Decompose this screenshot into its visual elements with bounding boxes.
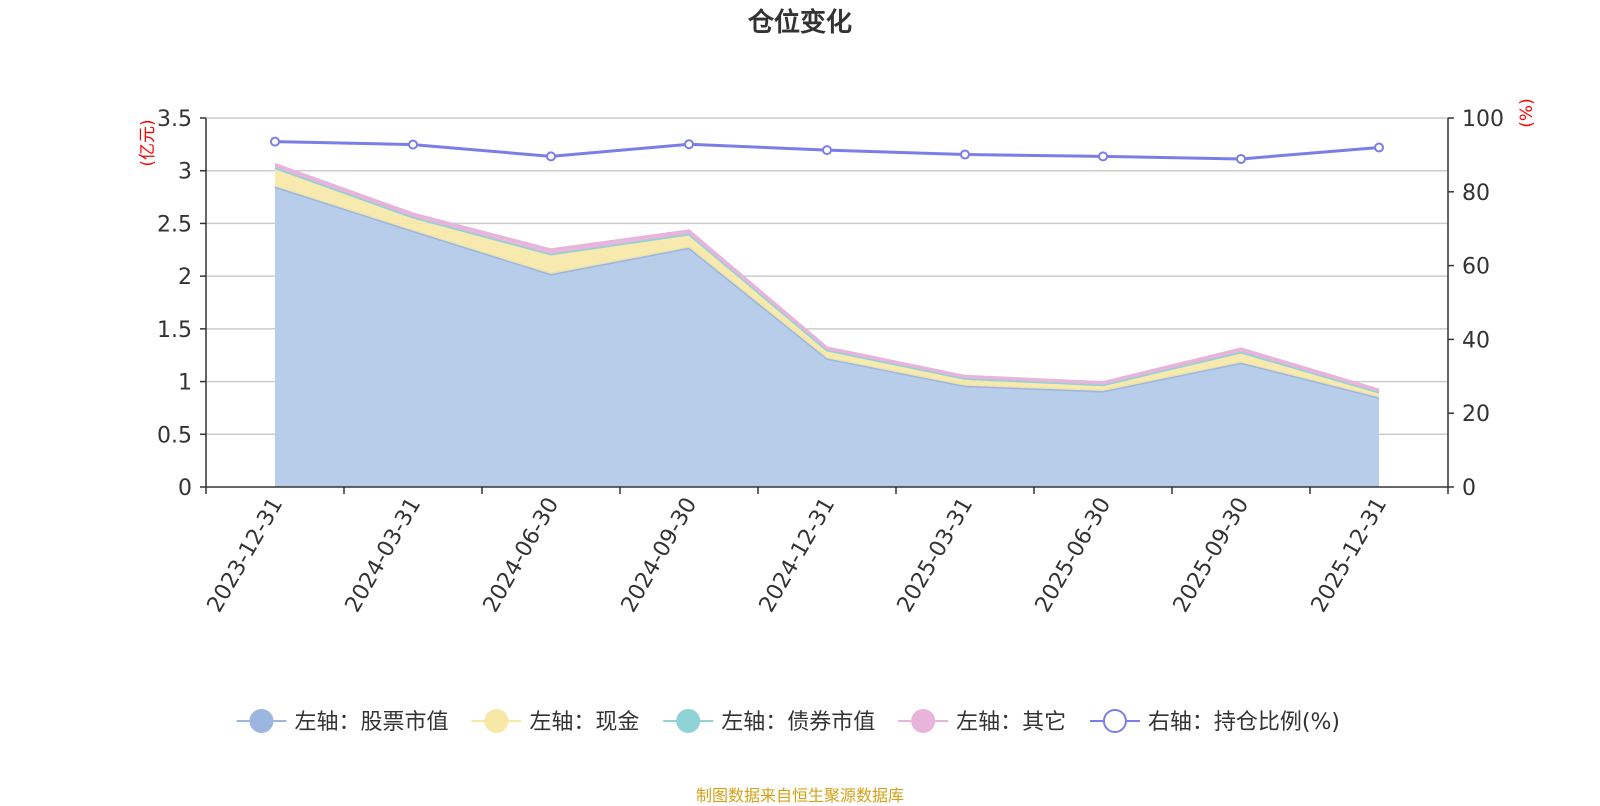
- right-tick-label: 80: [1462, 181, 1490, 206]
- x-tick-label: 2025-09-30: [1169, 494, 1255, 617]
- point-ratio: [1098, 151, 1108, 162]
- point-ratio: [684, 139, 694, 150]
- data-source-note: 制图数据来自恒生聚源数据库: [695, 786, 904, 805]
- legend-label: 左轴：股票市值: [294, 710, 448, 735]
- right-tick-label: 20: [1462, 402, 1490, 427]
- left-tick-label: 1: [178, 371, 192, 396]
- legend-label: 左轴：债券市值: [721, 710, 875, 735]
- left-tick-label: 3: [178, 160, 192, 185]
- legend-label: 左轴：其它: [956, 710, 1066, 735]
- left-tick-label: 0: [178, 476, 192, 501]
- x-tick-label: 2024-12-31: [755, 494, 841, 617]
- area-stock: [275, 186, 1379, 487]
- point-ratio: [1374, 142, 1384, 153]
- x-tick-label: 2024-06-30: [479, 494, 565, 617]
- legend-label: 右轴：持仓比例(%): [1148, 710, 1340, 735]
- legend-marker: [911, 709, 936, 733]
- left-tick-label: 3.5: [157, 107, 192, 132]
- point-ratio: [408, 139, 418, 150]
- x-tick-label: 2025-12-31: [1307, 494, 1393, 617]
- x-tick-label: 2024-03-31: [341, 494, 427, 617]
- point-ratio: [270, 136, 280, 147]
- right-tick-label: 100: [1462, 107, 1504, 132]
- x-tick-label: 2025-06-30: [1031, 494, 1117, 617]
- right-tick-label: 40: [1462, 328, 1490, 353]
- point-ratio: [546, 151, 556, 162]
- legend-marker: [484, 709, 509, 733]
- legend-marker: [676, 709, 701, 733]
- x-tick-label: 2024-09-30: [617, 494, 703, 617]
- right-axis-unit: (%): [1517, 98, 1537, 127]
- chart-title: 仓位变化: [747, 8, 852, 38]
- left-tick-label: 2: [178, 265, 192, 290]
- left-axis-unit: (亿元): [138, 119, 158, 166]
- point-ratio: [822, 145, 832, 156]
- x-tick-label: 2025-03-31: [893, 494, 979, 617]
- left-tick-label: 0.5: [157, 423, 192, 448]
- right-tick-label: 0: [1462, 476, 1476, 501]
- left-tick-label: 2.5: [157, 212, 192, 237]
- right-tick-label: 60: [1462, 255, 1490, 280]
- point-ratio: [1236, 153, 1246, 164]
- legend-label: 左轴：现金: [529, 710, 639, 735]
- point-ratio: [960, 149, 970, 160]
- legend-marker: [1102, 709, 1127, 733]
- left-tick-label: 1.5: [157, 318, 192, 343]
- line-other: [274, 162, 1380, 392]
- legend-marker: [249, 709, 274, 733]
- x-tick-label: 2023-12-31: [203, 494, 289, 617]
